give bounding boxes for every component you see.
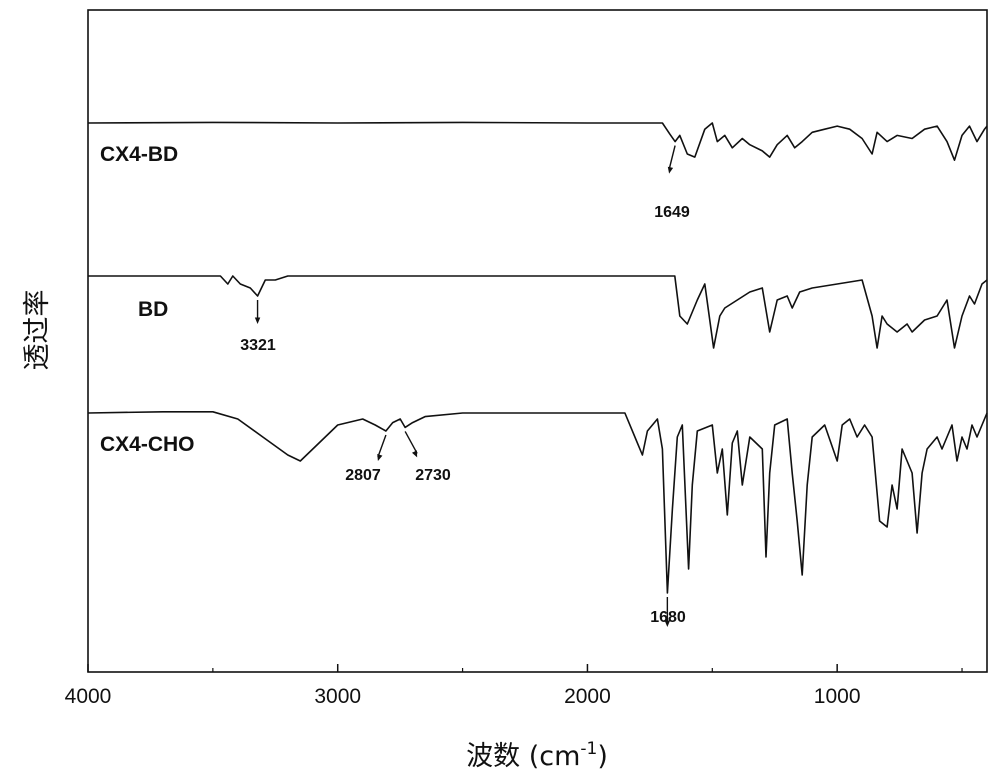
series-line-cx4-bd [87,121,988,161]
annotation-arrowhead [254,317,261,324]
x-tick-label: 4000 [65,685,112,708]
x-tick-label: 2000 [564,685,611,708]
annotation-label: 2730 [415,467,451,484]
series-label-bd: BD [138,298,168,321]
annotation-arrow [668,145,676,170]
x-axis-title: 波数 (cm-1) [466,739,608,772]
annotation-label: 1680 [650,609,686,626]
annotation-arrowhead [377,454,383,461]
x-tick-label: 3000 [314,685,361,708]
series-label-cx4-cho: CX4-CHO [100,433,195,456]
annotation-arrowhead [664,620,671,627]
x-axis-ticks: 4000 3000 2000 1000 [65,664,963,708]
annotation-arrow [377,434,387,458]
y-axis-title: 透过率 [22,290,53,371]
annotation-arrowhead [667,166,674,174]
spectra-group [87,121,988,594]
x-axis-title-close: ) [597,741,608,772]
annotation-arrowhead [411,450,418,458]
peak-annotations: 1649 3321 2807 2730 1680 [240,145,690,627]
series-line-bd [88,275,988,349]
annotation-label: 2807 [345,467,381,484]
annotation-label: 3321 [240,337,276,354]
annotation-label: 1649 [654,204,690,221]
series-line-cx4-cho [87,411,988,594]
series-labels: CX4-BD BD CX4-CHO [100,143,195,456]
x-axis-title-superscript: -1 [580,739,597,759]
series-label-cx4-bd: CX4-BD [100,143,178,166]
x-tick-label: 1000 [814,685,861,708]
plot-frame [87,9,988,673]
x-axis-title-main: 波数 (cm [466,741,580,772]
annotation-arrow [404,431,418,454]
